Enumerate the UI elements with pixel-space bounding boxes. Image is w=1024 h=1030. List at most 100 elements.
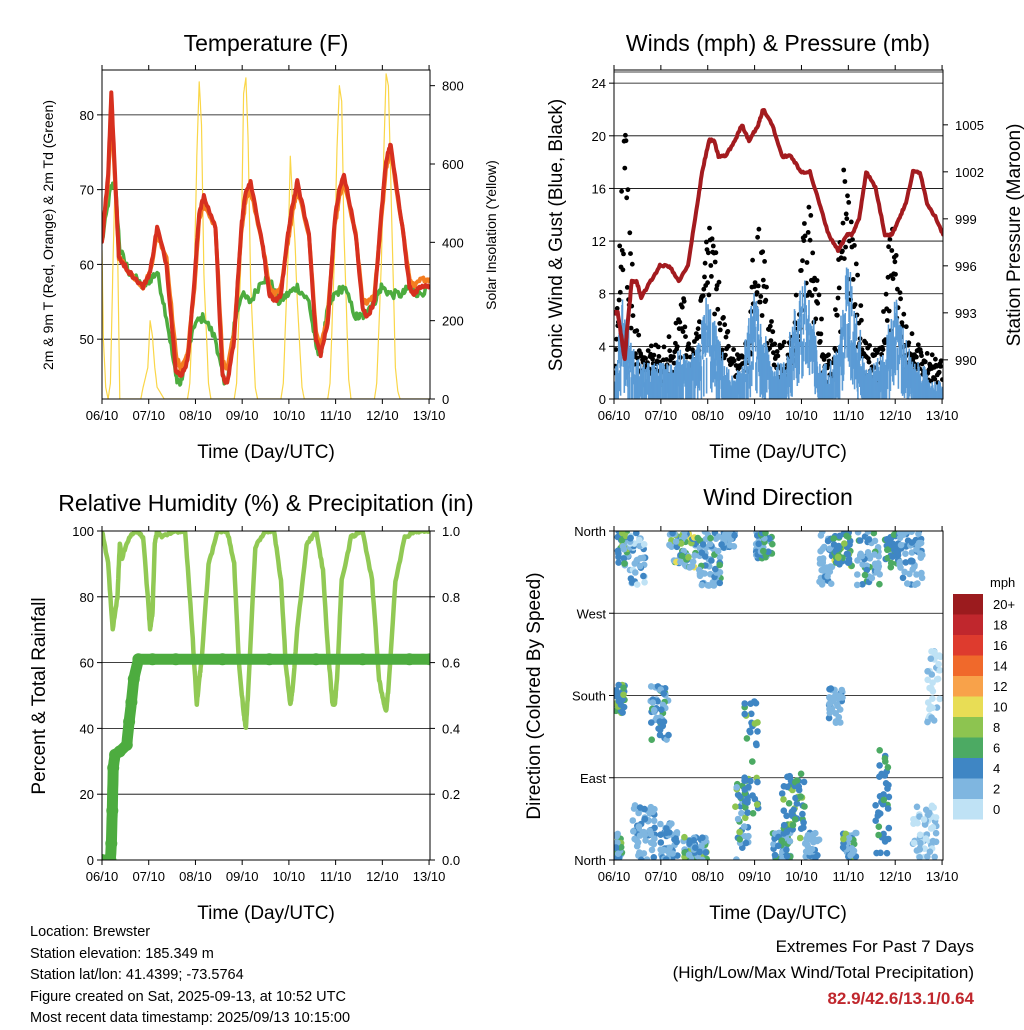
gust-point — [859, 317, 864, 323]
direction-point — [843, 532, 850, 540]
temperature-x-tick-label: 10/10 — [273, 408, 306, 423]
direction-point — [826, 545, 834, 552]
gust-point — [897, 290, 903, 295]
gust-point — [624, 285, 630, 290]
direction-point — [742, 839, 750, 847]
gust-point — [710, 243, 716, 249]
direction-point — [760, 547, 767, 555]
direction-point — [648, 736, 655, 743]
direction-point — [614, 687, 620, 694]
gust-point — [752, 280, 758, 285]
direction-point — [662, 856, 670, 860]
humidity-y2-tick-label: 0.8 — [442, 590, 460, 605]
direction-point — [643, 856, 651, 860]
gust-point — [683, 334, 688, 339]
direction-point — [677, 558, 684, 566]
gust-point — [821, 357, 827, 362]
winds-y2-tick-label: 996 — [955, 259, 977, 274]
gust-point — [655, 344, 661, 350]
direction-point — [733, 784, 740, 791]
direction-point — [845, 834, 853, 842]
gust-point — [880, 347, 886, 352]
direction-point — [804, 831, 812, 839]
temperature-y2-tick-label: 400 — [442, 235, 464, 250]
gust-point — [614, 347, 619, 352]
gust-point — [772, 341, 778, 347]
direction-point — [641, 805, 648, 813]
gust-point — [893, 271, 898, 277]
temperature-y-tick-label: 60 — [80, 257, 94, 272]
direction-point — [762, 531, 769, 537]
gust-point — [704, 239, 709, 245]
direction-point — [695, 566, 703, 574]
gust-point — [793, 292, 799, 298]
winds-y-tick-label: 8 — [599, 287, 606, 302]
humidity-y2-tick-label: 0.2 — [442, 787, 460, 802]
precip-point — [132, 653, 145, 666]
direction-point — [631, 835, 638, 843]
gust-point — [841, 256, 847, 261]
direction-point — [639, 554, 647, 562]
direction-point — [666, 541, 673, 549]
gust-point — [740, 354, 746, 360]
humidity-y-tick-label: 100 — [72, 524, 94, 539]
gust-point — [717, 327, 723, 333]
gust-point — [886, 244, 891, 250]
humidity-y-label: Percent & Total Rainfall — [29, 597, 50, 794]
gust-point — [932, 376, 938, 382]
direction-point — [780, 821, 788, 829]
direction-point — [830, 694, 837, 701]
legend-swatch — [953, 676, 983, 697]
direction-point — [916, 846, 924, 853]
direction-point — [629, 817, 637, 824]
speed-color-legend: mph 20+ 18 16 14 12 10 8 6 4 2 0 — [953, 575, 1015, 820]
direction-point — [744, 809, 751, 816]
gust-point — [938, 358, 943, 364]
direction-point — [699, 541, 707, 548]
direction-point — [780, 796, 787, 803]
direction-point — [701, 531, 709, 535]
gust-point — [867, 343, 872, 348]
gust-point — [701, 286, 707, 292]
direction-point — [641, 831, 649, 839]
precip-point — [424, 653, 430, 666]
direction-point — [786, 837, 794, 845]
humidity-y-tick-label: 20 — [80, 787, 94, 802]
gust-point — [762, 259, 767, 264]
direction-point — [863, 566, 871, 574]
gust-point — [723, 334, 729, 340]
direction-point — [640, 850, 648, 857]
gust-point — [815, 300, 821, 306]
direction-point — [797, 793, 804, 800]
winds-x-tick-label: 09/10 — [738, 408, 771, 423]
gust-point — [681, 298, 687, 304]
direction-y-tick-label: East — [580, 771, 606, 786]
direction-point — [844, 550, 852, 558]
direction-point — [864, 531, 872, 535]
gust-point — [648, 343, 654, 349]
gust-point — [628, 251, 633, 256]
humidity-x-tick-label: 12/10 — [366, 869, 399, 884]
precip-point — [169, 653, 182, 666]
legend-label: 8 — [993, 720, 1000, 735]
winds-x-tick-label: 12/10 — [879, 408, 912, 423]
direction-point — [754, 778, 761, 786]
gust-point — [936, 369, 942, 375]
temperature-y2-tick-label: 0 — [442, 392, 449, 407]
gust-point — [680, 329, 686, 334]
gust-point — [635, 355, 640, 361]
precip-point — [310, 653, 322, 666]
legend-swatch — [953, 655, 983, 676]
direction-point — [692, 844, 699, 851]
direction-point — [734, 815, 742, 823]
direction-point — [677, 540, 685, 547]
winds-x-tick-label: 10/10 — [785, 408, 818, 423]
winds-x-tick-label: 13/10 — [926, 408, 959, 423]
gust-point — [706, 292, 712, 298]
direction-point — [836, 706, 844, 713]
legend-swatch — [953, 778, 983, 799]
gust-point — [814, 278, 820, 283]
gust-point — [833, 348, 839, 354]
station-info: Location: Brewster Station elevation: 18… — [30, 922, 350, 1030]
winds-y-label: Sonic Wind & Gust (Blue, Black) — [546, 99, 567, 371]
